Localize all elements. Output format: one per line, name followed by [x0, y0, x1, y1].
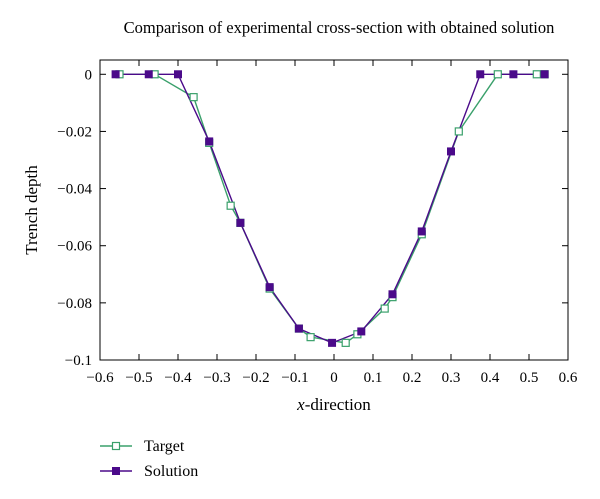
x-tick-label: 0.5 — [520, 370, 539, 386]
data-point-target — [306, 333, 315, 342]
data-point-target — [380, 304, 389, 313]
x-axis-title-variable: x — [296, 395, 305, 414]
x-tick-label: −0.1 — [281, 370, 308, 386]
chart-title: Comparison of experimental cross-section… — [124, 18, 555, 37]
x-tick-label: 0 — [330, 370, 338, 386]
data-point-solution — [205, 137, 214, 146]
data-point-solution — [236, 218, 245, 227]
y-tick-label: −0.02 — [57, 124, 92, 140]
data-point-solution — [476, 70, 485, 79]
data-point-target — [341, 338, 350, 347]
x-tick-label: −0.2 — [242, 370, 269, 386]
plot-area-frame — [99, 59, 569, 361]
series-lines — [115, 73, 545, 344]
data-point-solution — [540, 70, 549, 79]
x-tick-label: −0.6 — [86, 370, 114, 386]
legend-marker-target — [111, 441, 121, 451]
x-tick-label: 0.2 — [403, 370, 422, 386]
data-point-solution — [447, 147, 455, 156]
data-point-target — [493, 70, 502, 79]
x-tick-label: 0.3 — [442, 370, 461, 386]
legend-marker-solution — [112, 467, 120, 475]
x-axis-title-rest: -direction — [305, 395, 372, 414]
x-axis-title: x-direction — [296, 395, 371, 414]
y-tick-label: −0.04 — [57, 182, 92, 198]
data-point-target — [454, 127, 463, 136]
data-point-solution — [265, 283, 274, 292]
series-line-target — [119, 73, 545, 344]
y-axis-title: Trench depth — [22, 165, 41, 255]
x-tick-label: −0.5 — [125, 370, 152, 386]
data-point-solution — [509, 70, 518, 79]
data-point-solution — [388, 290, 397, 299]
data-point-solution — [328, 338, 337, 347]
series-line-solution — [115, 73, 545, 344]
data-point-solution — [417, 227, 426, 236]
x-tick-label: 0.4 — [481, 370, 500, 386]
legend-label-solution: Solution — [144, 463, 198, 480]
data-point-solution — [294, 324, 303, 333]
data-point-solution — [357, 327, 366, 336]
series-markers — [111, 70, 549, 347]
data-point-solution — [111, 70, 120, 79]
legend-label-target: Target — [144, 438, 185, 455]
y-tick-label: −0.08 — [57, 296, 92, 312]
data-point-solution — [144, 70, 153, 79]
x-tick-label: 0.6 — [559, 370, 578, 386]
legend: Target Solution — [100, 438, 198, 480]
x-tick-label: −0.4 — [164, 370, 192, 386]
y-tick-label: 0 — [85, 67, 93, 83]
y-tick-label: −0.06 — [57, 239, 92, 255]
axis-ticks: −0.6 −0.5 −0.4 −0.3 −0.2 −0.1 0 0.1 0.2 0.3 0.4 0.5… — [57, 60, 578, 386]
data-point-solution — [174, 70, 182, 79]
data-point-target — [532, 70, 541, 79]
data-point-target — [189, 93, 198, 102]
x-tick-label: −0.3 — [203, 370, 230, 386]
y-tick-label: −0.1 — [65, 353, 92, 369]
x-tick-label: 0.1 — [364, 370, 383, 386]
data-point-target — [226, 201, 235, 210]
